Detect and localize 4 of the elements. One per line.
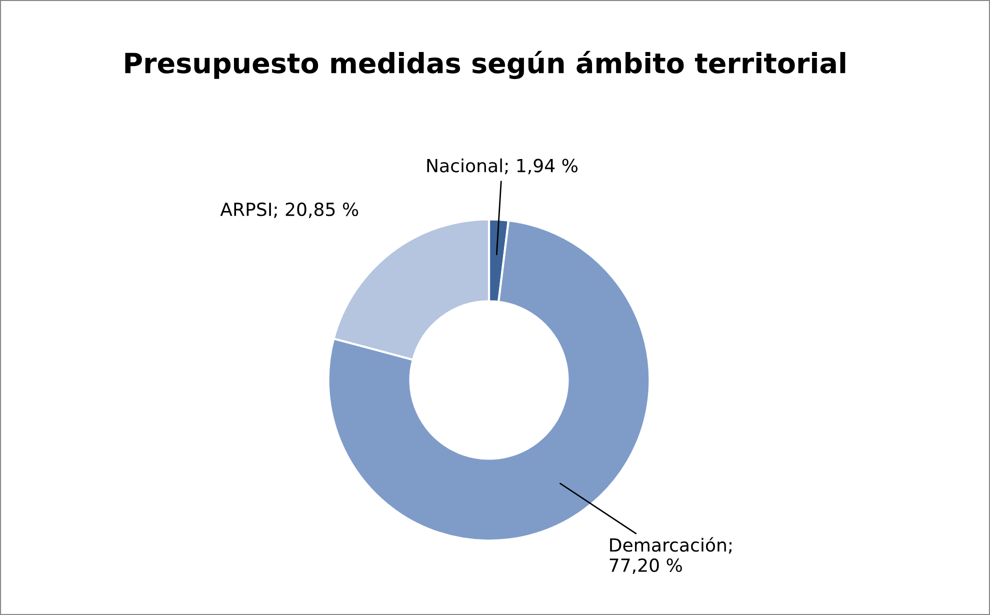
slice-label: ARPSI; 20,85 % xyxy=(220,202,358,218)
chart-title: Presupuesto medidas según ámbito territorial xyxy=(125,50,846,80)
slice-label: Demarcación; 77,20 % xyxy=(610,537,732,574)
slice-label: Nacional; 1,94 % xyxy=(427,158,578,174)
